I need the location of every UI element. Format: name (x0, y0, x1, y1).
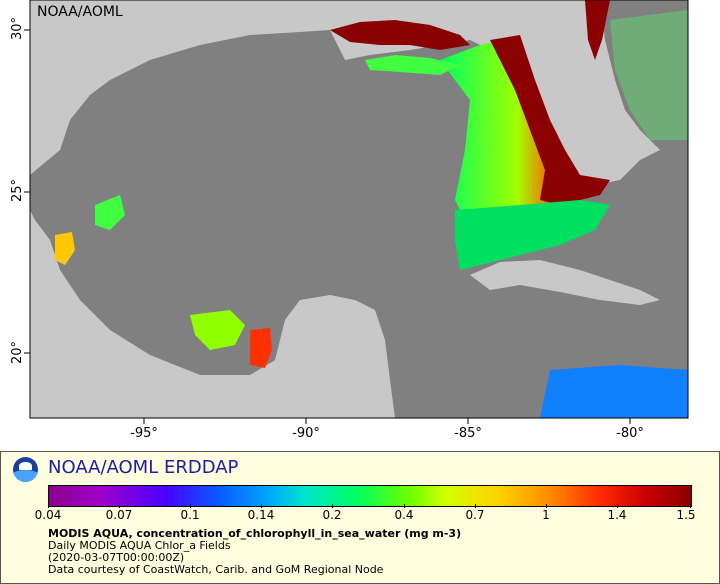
map-frame (29, 0, 689, 419)
colorbar-label: 0.4 (394, 508, 414, 522)
northern-gulf-bloom (330, 20, 470, 50)
x-tick-label-85: -85° (454, 426, 482, 441)
dataset-name: Daily MODIS AQUA Chlor_a Fields (48, 539, 231, 552)
colorbar-label: 1.4 (607, 508, 627, 522)
x-tick-label-95: -95° (130, 426, 158, 441)
northern-gulf-green (365, 55, 460, 75)
caribbean-blue-patch (540, 365, 688, 418)
colorbar-label: 0.7 (465, 508, 485, 522)
cuba-land (470, 260, 660, 305)
colorbar (48, 485, 692, 507)
y-tick-marks (24, 29, 30, 354)
colorbar-label: 1.5 (676, 508, 696, 522)
texas-green-patch (95, 195, 125, 230)
atlantic-coast-highchl (585, 0, 610, 60)
y-tick-label-30: 30° (10, 16, 25, 40)
legend-title[interactable]: NOAA/AOML ERDDAP (48, 457, 239, 478)
colorbar-label: 0.14 (247, 508, 275, 522)
time-stamp: (2020-03-07T00:00:00Z) (48, 551, 185, 564)
campeche-bloom (250, 328, 272, 368)
x-tick-label-80: -80° (616, 426, 644, 441)
map-panel[interactable]: NOAA/AOML 30° 25° 20° -95° -90° -85° -80… (0, 0, 720, 450)
campeche-green (190, 310, 245, 350)
atlantic-speckle (610, 10, 688, 140)
x-tick-label-90: -90° (292, 426, 320, 441)
noaa-logo-icon[interactable] (13, 457, 38, 482)
chlorophyll-map[interactable] (0, 0, 720, 450)
florida-coast-highchl (490, 35, 610, 205)
colorbar-label: 0.04 (34, 508, 62, 522)
map-watermark: NOAA/AOML (37, 4, 123, 20)
texas-patch (55, 232, 75, 265)
keys-plume (455, 200, 610, 270)
y-tick-label-25: 25° (10, 178, 25, 202)
colorbar-label: 0.07 (105, 508, 133, 522)
colorbar-label: 0.1 (180, 508, 200, 522)
y-tick-label-20: 20° (10, 340, 25, 364)
colorbar-label: 1 (542, 508, 550, 522)
data-credit: Data courtesy of CoastWatch, Carib. and … (48, 563, 384, 576)
yucatan-land (285, 295, 395, 418)
legend-panel: NOAA/AOML ERDDAP 0.04 0.07 0.1 0.14 0.2 … (0, 451, 720, 584)
variable-description: MODIS AQUA, concentration_of_chlorophyll… (48, 527, 462, 540)
x-tick-marks (143, 418, 631, 424)
colorbar-label: 0.2 (322, 508, 342, 522)
